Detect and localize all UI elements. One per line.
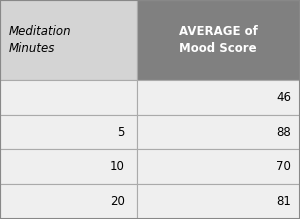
Text: 46: 46	[276, 91, 291, 104]
Text: AVERAGE of
Mood Score: AVERAGE of Mood Score	[179, 25, 258, 55]
Bar	[0, 0, 136, 80]
Bar	[136, 80, 300, 115]
Text: 5: 5	[117, 125, 124, 139]
Bar	[136, 115, 300, 149]
Text: Meditation
Minutes: Meditation Minutes	[9, 25, 72, 55]
Text: 10: 10	[110, 160, 124, 173]
Bar	[0, 184, 136, 219]
Bar	[0, 115, 136, 149]
Bar	[136, 149, 300, 184]
Bar	[0, 149, 136, 184]
Bar	[136, 184, 300, 219]
Text: 20: 20	[110, 195, 124, 208]
Text: 88: 88	[276, 125, 291, 139]
Bar	[136, 0, 300, 80]
Text: 81: 81	[276, 195, 291, 208]
Text: 70: 70	[276, 160, 291, 173]
Bar	[0, 80, 136, 115]
